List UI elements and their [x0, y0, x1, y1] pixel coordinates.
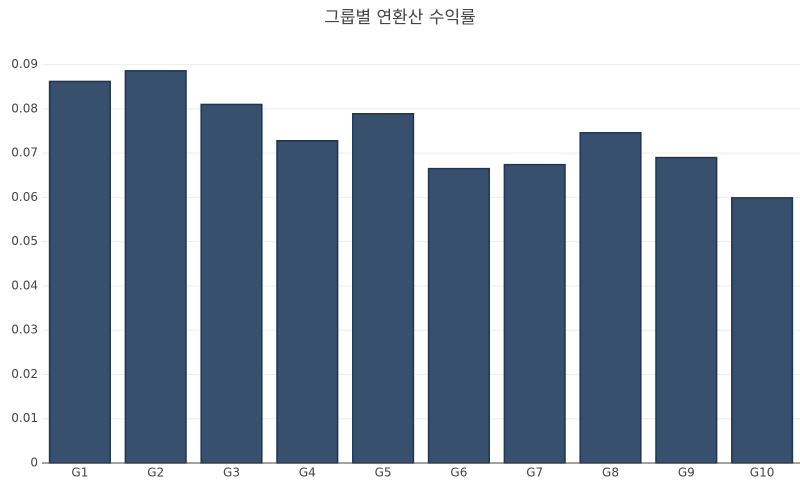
y-tick-label: 0.03 — [11, 323, 38, 337]
bar — [352, 112, 415, 464]
bar — [48, 80, 111, 464]
y-tick-label: 0.01 — [11, 411, 38, 425]
bar — [200, 103, 263, 464]
y-tick-label: 0 — [30, 456, 38, 470]
x-tick-label: G7 — [526, 466, 543, 480]
x-tick-label: G1 — [71, 466, 88, 480]
x-tick-label: G2 — [147, 466, 164, 480]
y-tick-label: 0.05 — [11, 234, 38, 248]
bar — [427, 167, 490, 464]
y-tick-label: 0.08 — [11, 101, 38, 115]
y-tick-label: 0.02 — [11, 367, 38, 381]
bar — [503, 163, 566, 464]
y-tick-label: 0.07 — [11, 146, 38, 160]
bar — [276, 139, 339, 464]
x-tick-label: G5 — [375, 466, 392, 480]
x-tick-label: G9 — [678, 466, 695, 480]
x-tick-label: G8 — [602, 466, 619, 480]
y-tick-label: 0.04 — [11, 278, 38, 292]
x-tick-label: G3 — [223, 466, 240, 480]
bar — [579, 132, 642, 464]
chart-title: 그룹별 연환산 수익률 — [324, 8, 476, 28]
bar — [731, 197, 794, 464]
x-tick-label: G6 — [450, 466, 467, 480]
bar — [655, 156, 718, 464]
x-tick-label: G10 — [750, 466, 775, 480]
bar — [124, 70, 187, 464]
y-tick-label: 0.09 — [11, 57, 38, 71]
y-tick-label: 0.06 — [11, 190, 38, 204]
x-tick-label: G4 — [299, 466, 316, 480]
